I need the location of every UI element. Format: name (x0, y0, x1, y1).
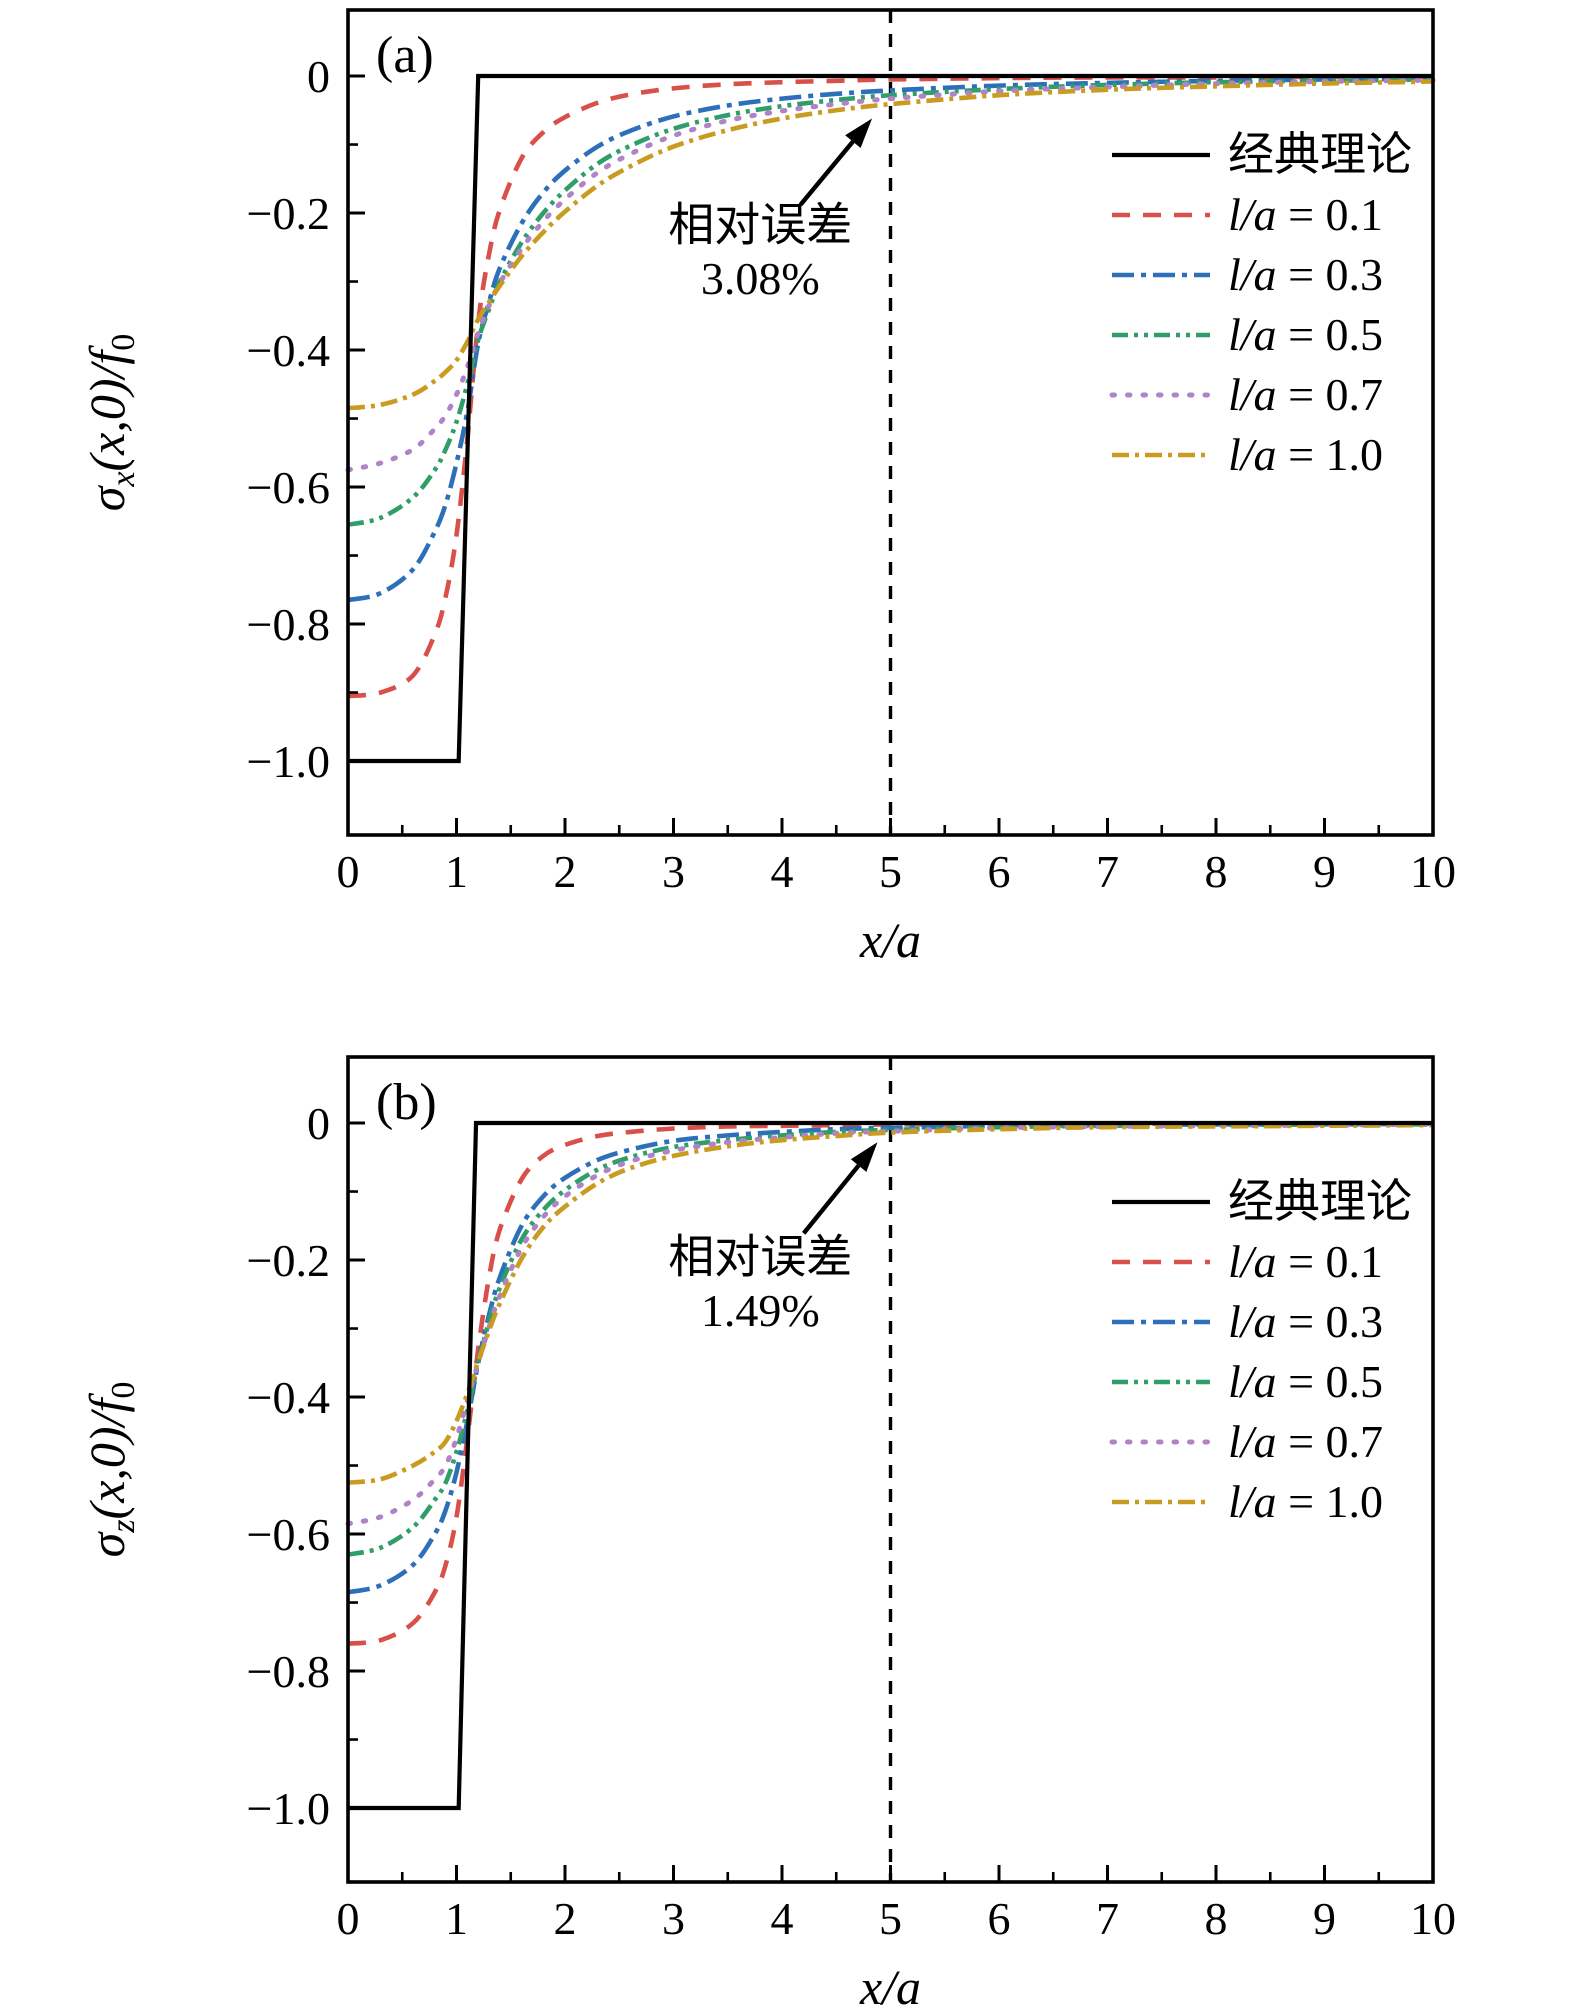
y-tick-label: 0 (307, 1098, 330, 1149)
y-axis-ticks: 0 −0.2 −0.4 −0.6 −0.8 −1.0 (247, 1098, 365, 1834)
x-tick-label: 4 (771, 1893, 794, 1944)
y-tick-label: −0.6 (247, 1509, 330, 1560)
series-line-3 (347, 77, 1434, 527)
x-tick-label: 5 (879, 846, 902, 897)
x-tick-label: 2 (554, 1893, 577, 1944)
legend-item: l/a = 0.3 (1112, 249, 1383, 300)
x-tick-label: 3 (662, 846, 685, 897)
legend-item: l/a = 0.5 (1112, 1356, 1383, 1407)
x-tick-label: 10 (1410, 1893, 1456, 1944)
x-axis-ticks: 0 1 2 3 4 5 6 7 8 9 10 (337, 1865, 1456, 1944)
y-axis-ticks: 0 −0.2 −0.4 −0.6 −0.8 −1.0 (247, 51, 365, 787)
legend-label: l/a = 1.0 (1228, 429, 1383, 480)
panel-b: 0 1 2 3 4 5 6 7 8 9 10 0 −0.2 −0.4 −0.6 −0.8 −1.0 x/a σz(x… (79, 1055, 1456, 2008)
y-tick-label: 0 (307, 51, 330, 102)
legend: 经典理论 l/a = 0.1 l/a = 0.3 l/a = 0.5 l/a = 0.7… (1109, 1176, 1412, 1527)
y-axis-title: σz(x,0)/f0 (79, 1382, 142, 1558)
y-tick-label: −0.8 (247, 1646, 330, 1697)
legend: 经典理论 l/a = 0.1 l/a = 0.3 l/a = 0.5 l/a = 0.7… (1109, 129, 1412, 480)
x-tick-label: 0 (337, 1893, 360, 1944)
annotation-line1: 相对误差 (668, 199, 852, 250)
x-tick-label: 3 (662, 1893, 685, 1944)
series-line-2 (347, 76, 1434, 603)
x-tick-label: 7 (1096, 846, 1119, 897)
legend-item: 经典理论 (1112, 1176, 1412, 1227)
legend-item: l/a = 0.5 (1112, 309, 1383, 360)
y-tick-label: −1.0 (247, 736, 330, 787)
x-tick-label: 2 (554, 846, 577, 897)
annotation-line1: 相对误差 (668, 1231, 852, 1282)
x-tick-label: 5 (879, 1893, 902, 1944)
legend-item: l/a = 0.1 (1112, 1236, 1383, 1287)
panel-label: (b) (376, 1074, 437, 1131)
x-tick-label: 6 (988, 846, 1011, 897)
panel-label: (a) (376, 27, 434, 84)
x-axis-ticks: 0 1 2 3 4 5 6 7 8 9 10 (337, 818, 1456, 897)
legend-label: l/a = 0.5 (1228, 309, 1383, 360)
x-axis-title: x/a (859, 912, 921, 968)
x-tick-label: 9 (1313, 1893, 1336, 1944)
annotation-line2: 3.08% (701, 253, 820, 304)
annotation-arrow-shaft (798, 140, 855, 207)
series-line-2 (347, 1121, 1434, 1595)
annotation-arrow-head (850, 1142, 878, 1172)
legend-item: l/a = 1.0 (1112, 1476, 1383, 1527)
y-tick-label: −1.0 (247, 1783, 330, 1834)
annotation-line2: 1.49% (701, 1285, 820, 1336)
x-tick-label: 8 (1205, 1893, 1228, 1944)
x-tick-label: 1 (445, 1893, 468, 1944)
legend-item: l/a = 0.1 (1112, 189, 1383, 240)
y-tick-label: −0.6 (247, 462, 330, 513)
x-tick-label: 9 (1313, 846, 1336, 897)
legend-item: l/a = 0.3 (1112, 1296, 1383, 1347)
x-tick-label: 10 (1410, 846, 1456, 897)
y-tick-label: −0.4 (247, 325, 330, 376)
legend-item: 经典理论 (1112, 129, 1412, 180)
legend-label: 经典理论 (1228, 129, 1412, 180)
x-axis-title: x/a (859, 1959, 921, 2008)
series-line-0 (348, 73, 1433, 764)
x-tick-label: 6 (988, 1893, 1011, 1944)
panel-a: 0 1 2 3 4 5 6 7 8 9 10 0 −0.2 −0.4 −0.6 −0.8 −1.0 x/a σx(x… (79, 8, 1456, 968)
x-tick-label: 1 (445, 846, 468, 897)
annotation-arrow-shaft (801, 1164, 861, 1235)
series-line-5 (347, 1122, 1434, 1485)
x-tick-label: 0 (337, 846, 360, 897)
legend-label: l/a = 0.7 (1228, 1416, 1383, 1467)
legend-item: l/a = 1.0 (1112, 429, 1383, 480)
legend-label: 经典理论 (1228, 1176, 1412, 1227)
legend-item: l/a = 0.7 (1109, 369, 1383, 420)
x-tick-label: 4 (771, 846, 794, 897)
legend-label: l/a = 0.3 (1228, 1296, 1383, 1347)
y-tick-label: −0.2 (247, 1235, 330, 1286)
y-tick-label: −0.4 (247, 1372, 330, 1423)
x-tick-label: 8 (1205, 846, 1228, 897)
legend-label: l/a = 0.3 (1228, 249, 1383, 300)
legend-item: l/a = 0.7 (1109, 1416, 1383, 1467)
annotation-arrow-head (845, 118, 873, 148)
series-line-5 (347, 79, 1434, 411)
legend-label: l/a = 0.7 (1228, 369, 1383, 420)
series-line-1 (347, 74, 1434, 699)
legend-label: l/a = 0.5 (1228, 1356, 1383, 1407)
legend-label: l/a = 0.1 (1228, 189, 1383, 240)
legend-label: l/a = 1.0 (1228, 1476, 1383, 1527)
y-tick-label: −0.2 (247, 188, 330, 239)
y-axis-title: σx(x,0)/f0 (79, 334, 142, 512)
legend-label: l/a = 0.1 (1228, 1236, 1383, 1287)
series-line-0 (348, 1120, 1433, 1811)
x-tick-label: 7 (1096, 1893, 1119, 1944)
y-tick-label: −0.8 (247, 599, 330, 650)
